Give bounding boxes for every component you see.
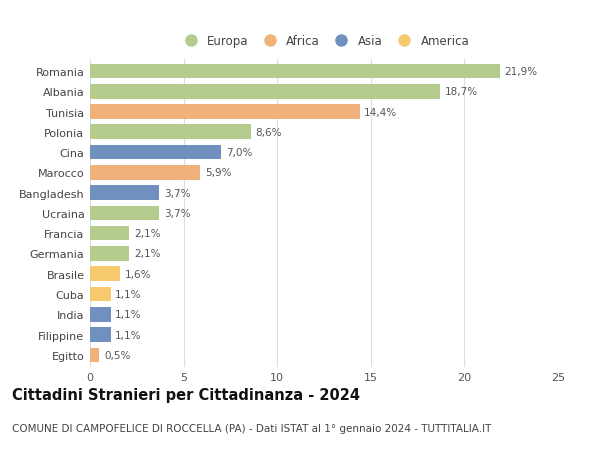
Bar	[90, 166, 200, 180]
Text: 1,1%: 1,1%	[115, 330, 142, 340]
Bar	[90, 267, 120, 281]
Text: 1,1%: 1,1%	[115, 289, 142, 299]
Bar	[90, 226, 130, 241]
Bar	[90, 146, 221, 160]
Text: COMUNE DI CAMPOFELICE DI ROCCELLA (PA) - Dati ISTAT al 1° gennaio 2024 - TUTTITA: COMUNE DI CAMPOFELICE DI ROCCELLA (PA) -…	[12, 424, 491, 433]
Text: 3,7%: 3,7%	[164, 208, 190, 218]
Bar	[90, 328, 110, 342]
Bar	[90, 287, 110, 302]
Bar	[90, 85, 440, 99]
Text: 1,6%: 1,6%	[125, 269, 151, 279]
Legend: Europa, Africa, Asia, America: Europa, Africa, Asia, America	[179, 35, 469, 48]
Text: 18,7%: 18,7%	[445, 87, 478, 97]
Text: Cittadini Stranieri per Cittadinanza - 2024: Cittadini Stranieri per Cittadinanza - 2…	[12, 387, 360, 403]
Text: 7,0%: 7,0%	[226, 148, 252, 158]
Text: 5,9%: 5,9%	[205, 168, 232, 178]
Text: 0,5%: 0,5%	[104, 350, 130, 360]
Bar	[90, 65, 500, 79]
Text: 8,6%: 8,6%	[256, 128, 282, 138]
Text: 3,7%: 3,7%	[164, 188, 190, 198]
Bar	[90, 186, 159, 201]
Bar	[90, 308, 110, 322]
Bar	[90, 348, 100, 362]
Text: 21,9%: 21,9%	[505, 67, 538, 77]
Text: 1,1%: 1,1%	[115, 310, 142, 319]
Bar	[90, 105, 359, 119]
Text: 2,1%: 2,1%	[134, 229, 160, 239]
Bar	[90, 125, 251, 140]
Bar	[90, 246, 130, 261]
Text: 14,4%: 14,4%	[364, 107, 397, 117]
Bar	[90, 206, 159, 221]
Text: 2,1%: 2,1%	[134, 249, 160, 259]
